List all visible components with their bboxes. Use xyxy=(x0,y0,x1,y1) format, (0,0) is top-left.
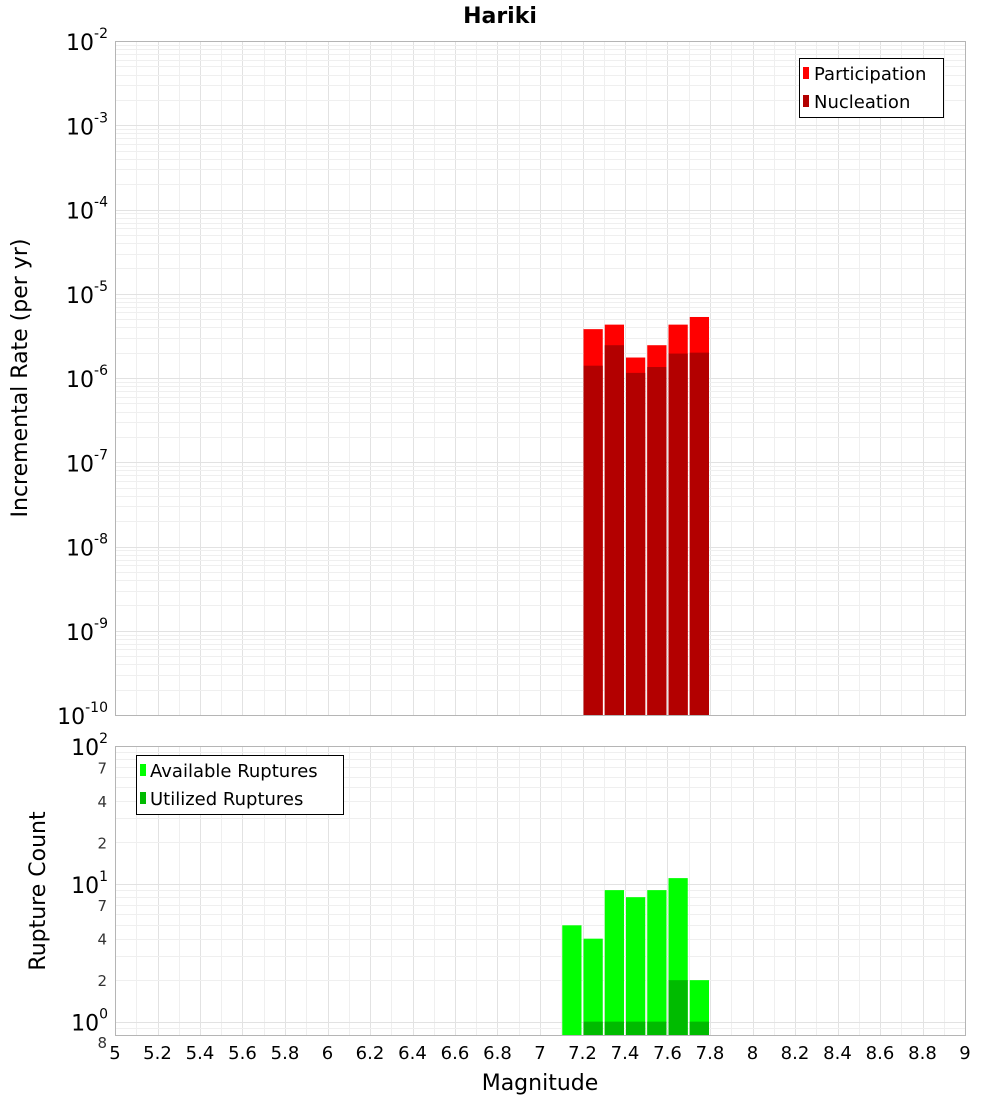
bottom-plot-frame xyxy=(115,746,966,1036)
top-y-tick-label: 10-3 xyxy=(66,110,108,140)
top-y-tick-label: 10-10 xyxy=(57,700,108,730)
bottom-y-minor-tick-label: 7 xyxy=(97,759,107,777)
bottom-y-axis-label: Rupture Count xyxy=(26,811,51,971)
x-tick-label: 5.6 xyxy=(228,1043,257,1064)
x-tick-label: 5.8 xyxy=(271,1043,300,1064)
x-tick-label: 8 xyxy=(747,1043,758,1064)
legend-swatch-participation xyxy=(803,67,809,79)
bar-utilized-ruptures xyxy=(626,1021,646,1035)
legend-label-utilized: Utilized Ruptures xyxy=(150,789,303,810)
bottom-y-minor-tick-label: 4 xyxy=(97,793,107,811)
legend-label-nucleation: Nucleation xyxy=(814,92,910,113)
bar-utilized-ruptures xyxy=(668,980,688,1035)
bar-utilized-ruptures xyxy=(583,1021,603,1035)
bottom-y-ticks: 102 101 100 7 4 2 7 4 2 8 xyxy=(71,731,108,1052)
top-y-tick-label: 10-7 xyxy=(66,447,108,477)
bar-available-ruptures xyxy=(604,890,624,1035)
bottom-y-minor-tick-label: 4 xyxy=(97,931,107,949)
x-tick-label: 7.4 xyxy=(611,1043,640,1064)
legend-swatch-available xyxy=(140,764,146,776)
bar-nucleation xyxy=(668,353,688,715)
x-tick-label: 7.2 xyxy=(568,1043,597,1064)
bar-available-ruptures xyxy=(583,938,603,1035)
x-tick-label: 5.2 xyxy=(143,1043,172,1064)
x-axis-label: Magnitude xyxy=(482,1071,599,1096)
x-tick-label: 6.8 xyxy=(483,1043,512,1064)
top-y-tick-label: 10-4 xyxy=(66,195,108,225)
top-y-ticks: 10-2 10-3 10-4 10-5 10-6 10-7 10-8 10-9 10-10 xyxy=(57,26,108,730)
bottom-y-minor-tick-label: 7 xyxy=(97,897,107,915)
bar-available-ruptures xyxy=(689,980,709,1035)
x-tick-label: 7.6 xyxy=(653,1043,682,1064)
bottom-legend-box xyxy=(136,755,344,815)
bar-available-ruptures xyxy=(626,897,646,1035)
top-y-tick-label: 10-5 xyxy=(66,279,108,309)
bar-utilized-ruptures xyxy=(604,1021,624,1035)
bar-nucleation xyxy=(647,367,667,715)
top-y-tick-label: 10-6 xyxy=(66,363,108,393)
top-y-axis-label: Incremental Rate (per yr) xyxy=(8,239,33,518)
bar-nucleation xyxy=(583,365,603,715)
bottom-y-minor-tick-label: 2 xyxy=(97,834,107,852)
bottom-y-tick-label: 101 xyxy=(71,869,108,899)
top-legend-box xyxy=(799,58,944,118)
bar-available-ruptures xyxy=(562,925,582,1035)
legend-label-participation: Participation xyxy=(814,64,926,85)
x-tick-label: 8.2 xyxy=(781,1043,810,1064)
bar-nucleation xyxy=(689,352,709,715)
top-y-tick-label: 10-9 xyxy=(66,616,108,646)
bottom-y-tick-label: 100 xyxy=(71,1007,108,1037)
x-tick-label: 5 xyxy=(109,1043,120,1064)
bottom-y-tick-label: 102 xyxy=(71,731,108,761)
bar-utilized-ruptures xyxy=(647,1021,667,1035)
legend-swatch-utilized xyxy=(140,792,146,804)
x-tick-label: 8.4 xyxy=(823,1043,852,1064)
x-tick-label: 6.6 xyxy=(441,1043,470,1064)
x-tick-label: 8.6 xyxy=(866,1043,895,1064)
x-tick-label: 6.4 xyxy=(398,1043,427,1064)
top-plot-bars xyxy=(583,316,709,715)
chart-title: Hariki xyxy=(463,4,537,29)
x-axis-ticks: 5 5.2 5.4 5.6 5.8 6 6.2 6.4 6.6 6.8 7 7.2 7.4 7.6 7.8 8… xyxy=(109,1043,970,1064)
bar-available-ruptures xyxy=(647,890,667,1035)
legend-swatch-nucleation xyxy=(803,95,809,107)
x-tick-label: 7 xyxy=(534,1043,545,1064)
x-tick-label: 6.2 xyxy=(356,1043,385,1064)
top-plot-grid xyxy=(115,41,966,716)
x-tick-label: 8.8 xyxy=(908,1043,937,1064)
x-tick-label: 5.4 xyxy=(186,1043,215,1064)
top-plot-frame xyxy=(115,41,966,716)
bar-nucleation xyxy=(626,372,646,715)
top-y-tick-label: 10-2 xyxy=(66,26,108,56)
x-tick-label: 7.8 xyxy=(696,1043,725,1064)
top-y-tick-label: 10-8 xyxy=(66,532,108,562)
bottom-legend: Available Ruptures Utilized Ruptures xyxy=(136,755,344,815)
bar-nucleation xyxy=(604,345,624,715)
x-tick-label: 9 xyxy=(959,1043,970,1064)
bottom-y-minor-tick-label: 8 xyxy=(97,1034,107,1052)
top-legend: Participation Nucleation xyxy=(799,58,944,118)
bottom-plot-bars xyxy=(562,878,709,1035)
legend-label-available: Available Ruptures xyxy=(150,761,318,782)
x-tick-label: 6 xyxy=(322,1043,333,1064)
bar-utilized-ruptures xyxy=(689,1021,709,1035)
bottom-y-minor-tick-label: 2 xyxy=(97,972,107,990)
